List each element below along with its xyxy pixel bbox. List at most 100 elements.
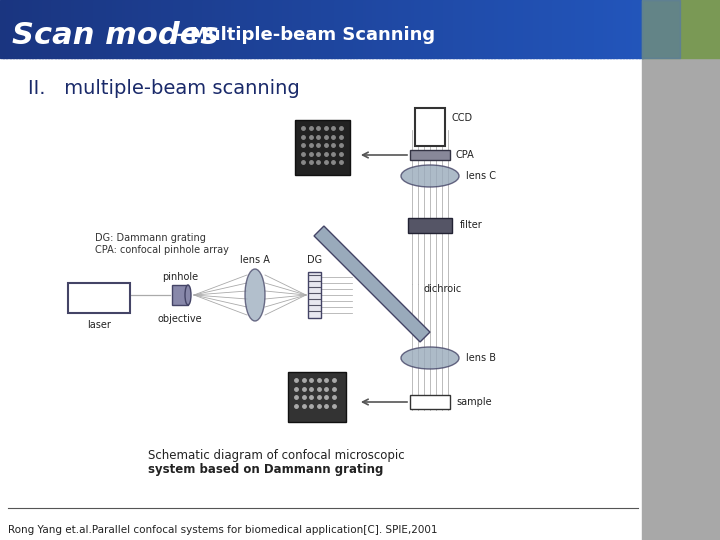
Bar [488,0,492,58]
Bar [443,0,447,58]
Text: - Multiple-beam Scanning: - Multiple-beam Scanning [170,26,435,44]
Bar [411,0,415,58]
Bar [549,0,553,58]
Bar [299,0,302,58]
Bar [388,0,392,58]
Text: CPA: CPA [456,150,474,160]
Bar [415,108,445,146]
Bar [93,0,97,58]
Bar [295,0,300,58]
Bar [427,0,431,58]
Bar [408,0,412,58]
Bar [170,0,174,58]
Bar [642,0,720,540]
Bar [423,0,428,58]
Bar [167,0,171,58]
Text: lens B: lens B [466,353,496,363]
Bar [295,120,350,175]
Bar [350,0,354,58]
Bar [68,283,130,313]
Bar [257,0,261,58]
Bar [260,0,264,58]
Bar [581,0,585,58]
Bar [186,0,190,58]
Bar [642,0,720,58]
Bar [324,0,328,58]
Bar [446,0,451,58]
Bar [279,0,284,58]
Bar [501,0,505,58]
Bar [45,0,49,58]
Text: CPA: confocal pinhole array: CPA: confocal pinhole array [95,245,229,255]
Bar [199,0,203,58]
Bar [234,0,238,58]
Bar [594,0,598,58]
Text: Schematic diagram of confocal microscopic: Schematic diagram of confocal microscopi… [148,449,405,462]
Bar [112,0,117,58]
Bar [99,0,104,58]
Bar [106,0,110,58]
Text: dichroic: dichroic [424,284,462,294]
Bar [193,0,197,58]
Bar [453,0,456,58]
Bar [289,0,293,58]
Bar [244,0,248,58]
Bar [372,0,377,58]
Bar [343,0,348,58]
Bar [337,0,341,58]
Bar [347,0,351,58]
Bar [209,0,213,58]
Bar [132,0,136,58]
Bar [341,0,344,58]
Bar [356,0,361,58]
Bar [491,0,495,58]
Bar [240,0,245,58]
Bar [145,0,148,58]
Bar [462,0,467,58]
Bar [629,0,634,58]
Bar [359,0,364,58]
Bar [174,0,178,58]
Bar [315,0,319,58]
Bar [546,0,550,58]
Bar [353,0,357,58]
Bar [510,0,515,58]
Bar [575,0,579,58]
Bar [401,0,405,58]
Bar [135,0,139,58]
Bar [251,0,255,58]
Bar [459,0,463,58]
Bar [555,0,559,58]
Bar [48,0,53,58]
Bar [542,0,546,58]
Bar [222,0,225,58]
Ellipse shape [401,347,459,369]
Bar [572,0,575,58]
Bar [68,0,71,58]
Ellipse shape [185,285,191,305]
Bar [51,0,55,58]
Bar [318,0,322,58]
Bar [395,0,399,58]
Bar [559,0,563,58]
Bar [276,0,280,58]
Bar [6,0,11,58]
Bar [225,0,229,58]
Text: lens C: lens C [466,171,496,181]
Bar [228,0,232,58]
Bar [584,0,588,58]
Bar [42,0,46,58]
Text: DG: Dammann grating: DG: Dammann grating [95,233,206,243]
Bar [523,0,528,58]
Bar [568,0,572,58]
Bar [122,0,126,58]
Bar [430,0,434,58]
Text: DG: DG [307,255,322,265]
Text: objective: objective [158,314,202,324]
Bar [603,0,608,58]
Bar [330,0,335,58]
Bar [379,0,383,58]
Bar [498,0,502,58]
Bar [436,0,441,58]
Bar [610,0,614,58]
